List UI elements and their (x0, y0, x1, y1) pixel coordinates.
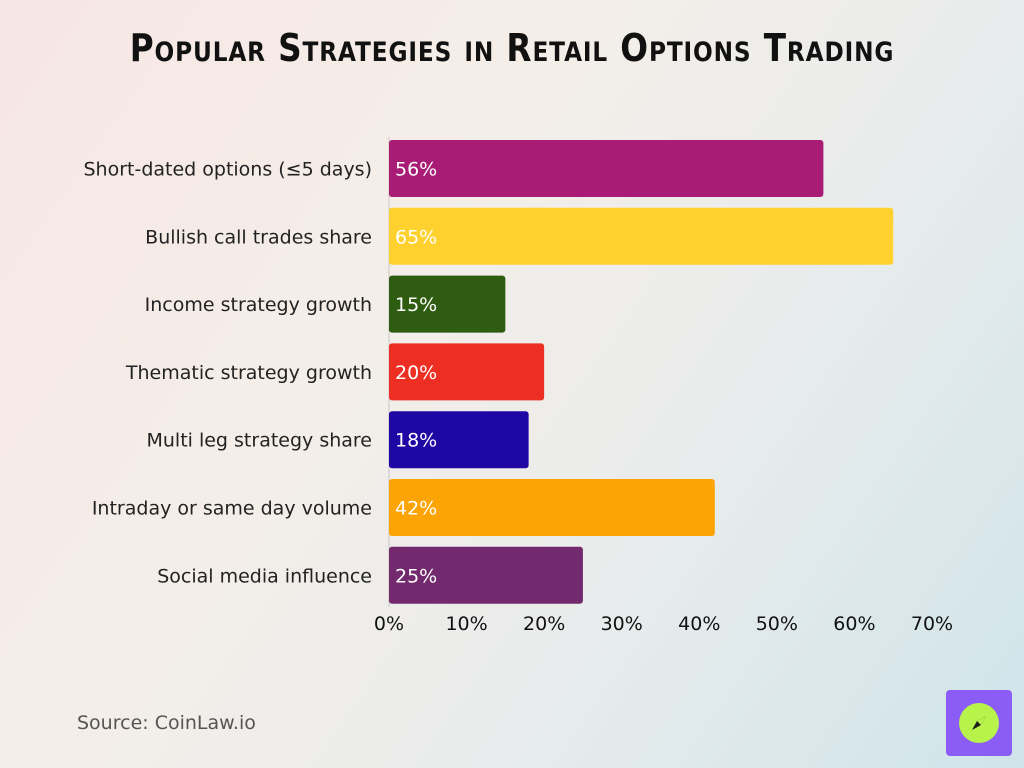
bar (389, 275, 506, 333)
bar (389, 411, 529, 469)
category-label: Thematic strategy growth (125, 362, 372, 384)
category-label: Bullish call trades share (145, 226, 372, 248)
compass-icon (959, 703, 999, 743)
bar-value-label: 15% (395, 294, 437, 316)
x-tick-label: 10% (445, 613, 487, 635)
category-label: Multi leg strategy share (146, 430, 372, 452)
bar-value-label: 25% (395, 565, 437, 587)
x-tick-label: 40% (678, 613, 720, 635)
bar-value-label: 18% (395, 430, 437, 452)
bar (389, 207, 894, 265)
category-label: Social media influence (157, 565, 372, 587)
bar (389, 343, 545, 401)
chart-title: Popular Strategies in Retail Options Tra… (129, 26, 895, 70)
source-note: Source: CoinLaw.io (77, 712, 256, 734)
bar (389, 546, 583, 604)
x-tick-label: 30% (601, 613, 643, 635)
bar-value-label: 65% (395, 226, 437, 248)
x-tick-label: 20% (523, 613, 565, 635)
category-label: Intraday or same day volume (92, 498, 372, 520)
bar-value-label: 56% (395, 159, 437, 181)
x-tick-label: 0% (374, 613, 404, 635)
category-label: Short-dated options (≤5 days) (83, 159, 372, 181)
bar (389, 479, 715, 536)
bar-value-label: 42% (395, 498, 437, 520)
x-tick-label: 70% (911, 613, 953, 635)
bar (389, 140, 824, 197)
coinlaw-logo (946, 690, 1012, 756)
category-label: Income strategy growth (145, 294, 372, 316)
bar-chart: Short-dated options (≤5 days) 56% Bullish … (83, 137, 953, 635)
x-tick-label: 50% (756, 613, 798, 635)
x-tick-label: 60% (833, 613, 875, 635)
bar-value-label: 20% (395, 362, 437, 384)
